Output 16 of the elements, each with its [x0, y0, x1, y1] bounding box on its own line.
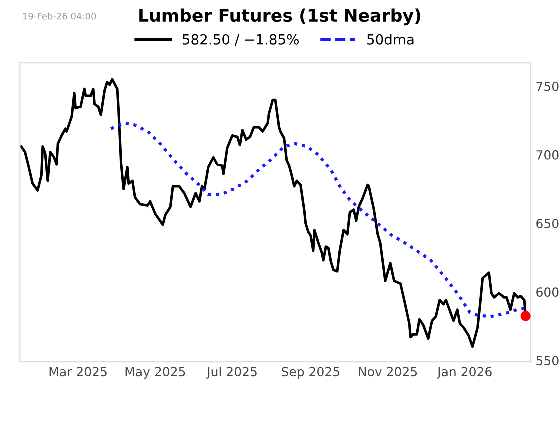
y-tick-label: 550: [536, 356, 559, 366]
line-series: [110, 122, 528, 318]
x-tick-label: Sep 2025: [282, 367, 340, 380]
x-tick-label: Jan 2026: [436, 367, 492, 379]
y-tick-label: 600: [536, 288, 559, 298]
x-tick-label: Jul 2025: [206, 366, 257, 379]
y-tick-label: 750: [536, 82, 559, 92]
y-tick-label: 700: [536, 150, 559, 160]
legend-label: 582.50 / −1.85%: [182, 34, 300, 46]
y-tick-label: 650: [536, 219, 559, 228]
legend-label: 50dma: [368, 34, 414, 45]
text: 19-Feb-26 04:00: [23, 12, 96, 20]
chart-title: Lumber Futures (1st Nearby): [140, 8, 421, 26]
x-tick-label: Mar 2025: [50, 367, 107, 377]
x-tick-label: Nov 2025: [359, 367, 418, 377]
x-tick-label: May 2025: [126, 367, 186, 380]
